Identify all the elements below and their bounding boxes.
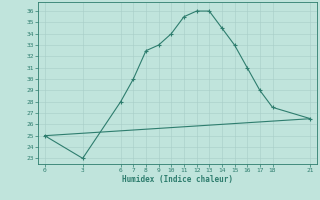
X-axis label: Humidex (Indice chaleur): Humidex (Indice chaleur) bbox=[122, 175, 233, 184]
